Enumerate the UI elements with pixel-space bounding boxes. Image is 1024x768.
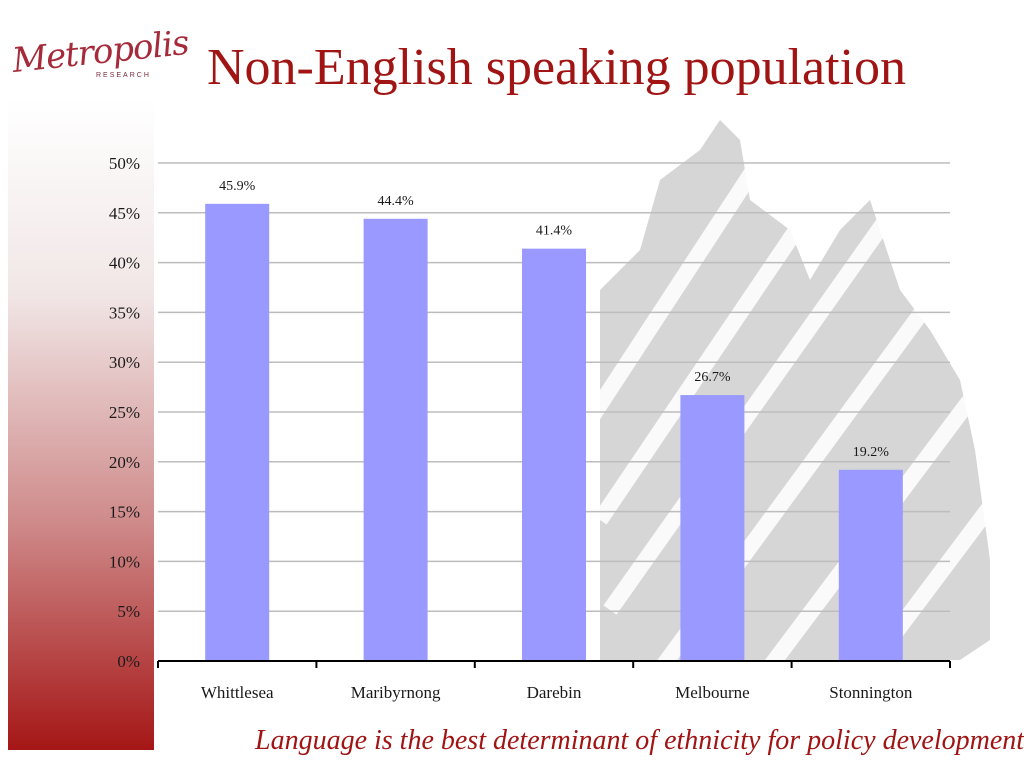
y-tick-label: 45% <box>109 204 140 223</box>
bar-maribyrnong <box>363 218 428 661</box>
data-label: 41.4% <box>536 224 573 239</box>
logo-sub-text: RESEARCH <box>96 72 151 79</box>
bar-darebin <box>522 248 586 661</box>
x-category-label: Melbourne <box>675 683 750 702</box>
x-axis <box>157 660 951 668</box>
footer-caption: Language is the best determinant of ethn… <box>255 725 1024 756</box>
y-tick-label: 30% <box>109 353 140 372</box>
y-tick-label: 35% <box>109 303 140 322</box>
data-label: 19.2% <box>853 445 890 460</box>
x-axis-category-labels: Whittlesea Maribyrnong Darebin Melbourne Sto… <box>201 683 913 702</box>
data-label: 26.7% <box>694 370 731 385</box>
data-labels: 45.9% 44.4% 41.4% 26.7% 19.2% <box>219 179 889 460</box>
y-tick-label: 50% <box>109 154 140 173</box>
y-tick-label: 10% <box>109 552 140 571</box>
y-axis-ticks: 0% 5% 10% 15% 20% 25% 30% 35% 40% 45% 50% <box>109 154 140 671</box>
y-tick-label: 40% <box>109 254 140 273</box>
left-gradient-band <box>8 100 154 750</box>
y-tick-label: 20% <box>109 453 140 472</box>
x-category-label: Stonnington <box>829 683 913 702</box>
y-tick-label: 25% <box>109 403 140 422</box>
data-label: 44.4% <box>378 194 415 209</box>
metropolis-research-logo: Metropolis RESEARCH <box>8 23 190 98</box>
bar-melbourne <box>680 395 745 661</box>
data-label: 45.9% <box>219 179 256 194</box>
bar-stonnington <box>838 469 903 661</box>
bars <box>205 203 903 661</box>
y-tick-label: 15% <box>109 503 140 522</box>
x-category-label: Maribyrnong <box>351 683 441 702</box>
y-tick-label: 0% <box>117 652 140 671</box>
bar-whittlesea <box>205 203 270 661</box>
x-category-label: Whittlesea <box>201 683 274 702</box>
x-category-label: Darebin <box>527 683 582 702</box>
slide-title: Non-English speaking population <box>207 39 907 96</box>
y-tick-label: 5% <box>117 602 140 621</box>
